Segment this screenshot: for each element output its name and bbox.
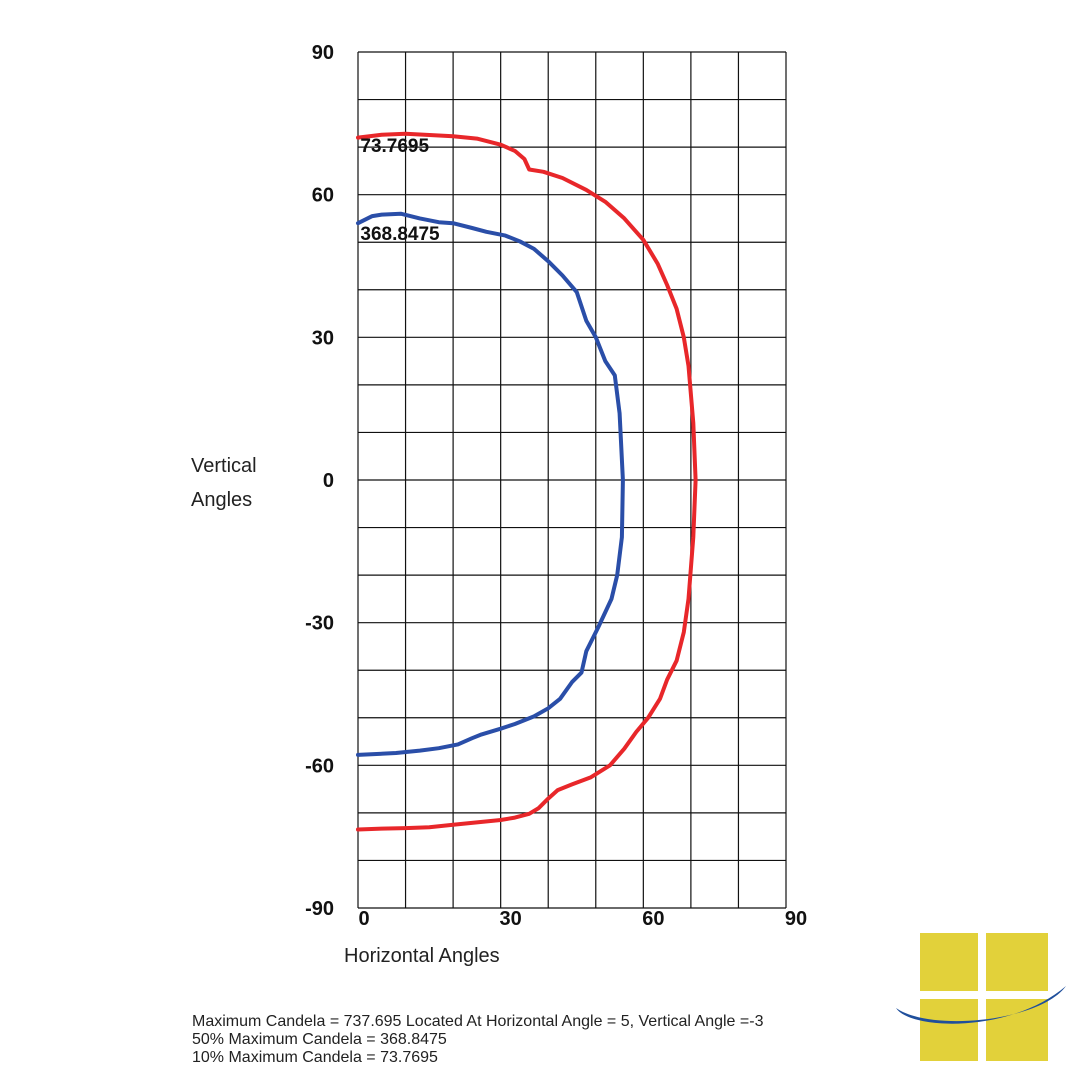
y-tick-label: 0: [323, 470, 334, 492]
y-tick-label: 30: [312, 327, 334, 349]
y-tick-label: -90: [305, 898, 334, 920]
y-axis-title-line1: Vertical: [191, 455, 257, 477]
logo-square-top-left: [920, 933, 978, 991]
company-logo: [896, 933, 1066, 1061]
x-tick-label: 60: [642, 908, 664, 930]
y-axis-title-line2: Angles: [191, 489, 252, 511]
logo-square-top-right: [986, 933, 1048, 991]
y-tick-label: -30: [305, 613, 334, 635]
logo-square-bottom-right: [986, 999, 1048, 1061]
logo-square-bottom-left: [920, 999, 978, 1061]
y-tick-label: -60: [305, 755, 334, 777]
chart-grid: [357, 51, 787, 909]
max-candela-line: Maximum Candela = 737.695 Located At Hor…: [192, 1013, 764, 1030]
chart-ticks: 90 60 30 0 -30 -60 -90 0 30 60 90: [305, 42, 807, 930]
y-tick-label: 90: [312, 42, 334, 64]
x-tick-label: 30: [500, 908, 522, 930]
x-axis-title: Horizontal Angles: [344, 945, 500, 967]
isocandela-curve-50-percent: [356, 211, 625, 757]
ten-percent-candela-line: 10% Maximum Candela = 73.7695: [192, 1049, 438, 1066]
fifty-percent-candela-line: 50% Maximum Candela = 368.8475: [192, 1031, 447, 1048]
chart-curves: [356, 131, 698, 832]
chart-annotations: 73.7695 368.8475: [360, 136, 440, 245]
x-tick-label: 90: [785, 908, 807, 930]
curve-value-label: 73.7695: [360, 136, 429, 157]
curve-value-label: 368.8475: [360, 224, 440, 245]
isocandela-curve-10-percent: [356, 131, 698, 832]
x-tick-label: 0: [358, 908, 369, 930]
y-tick-label: 60: [312, 185, 334, 207]
candela-summary: Maximum Candela = 737.695 Located At Hor…: [192, 1013, 912, 1067]
